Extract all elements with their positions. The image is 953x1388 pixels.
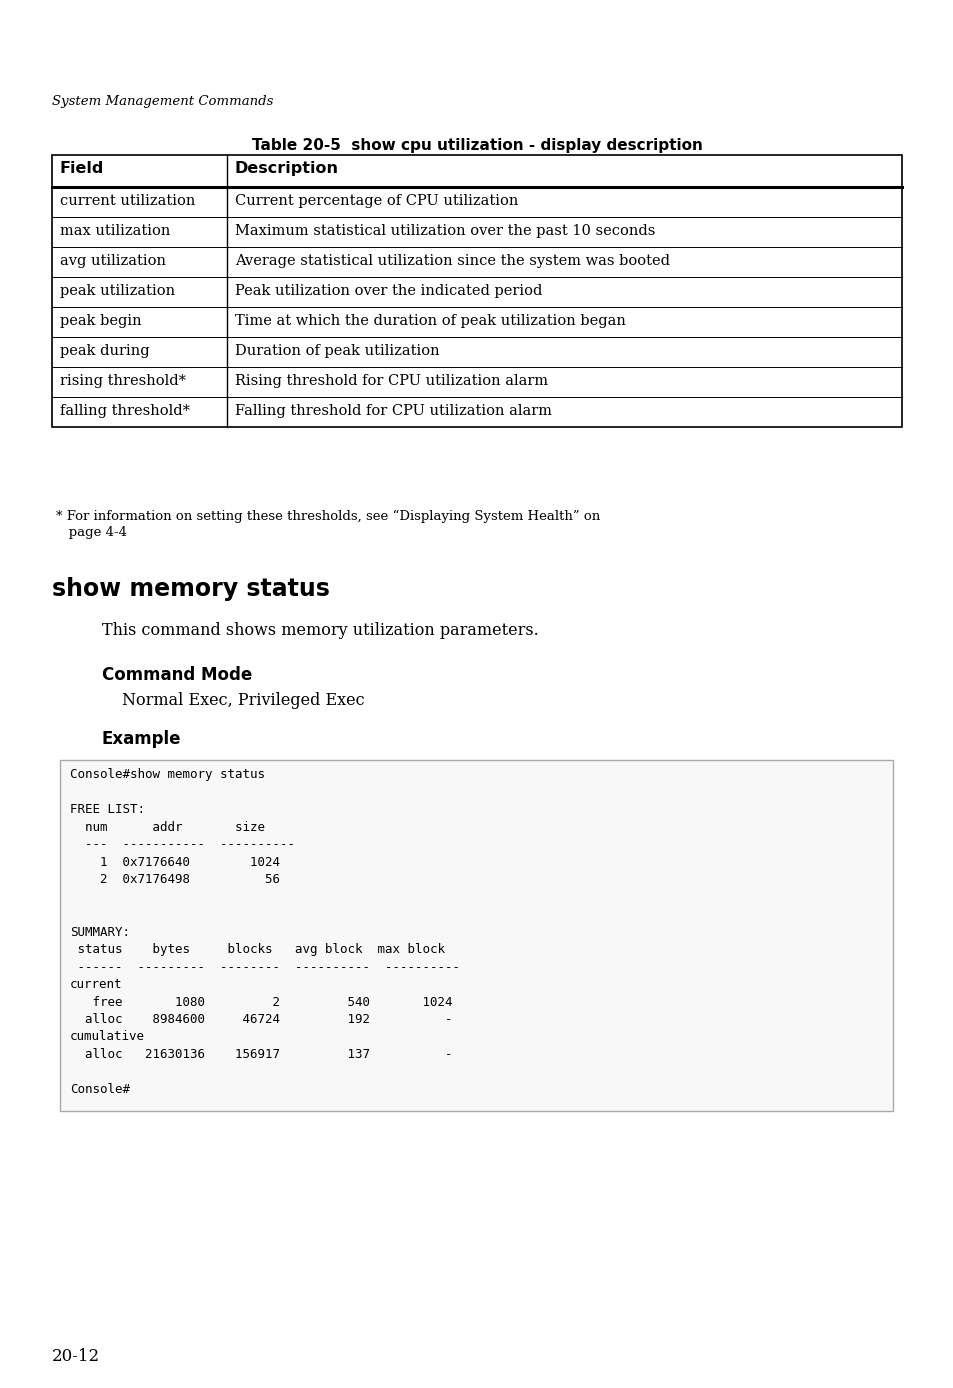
Text: FREE LIST:: FREE LIST: <box>70 804 145 816</box>
Text: Description: Description <box>234 161 338 176</box>
Bar <box>52 155 901 428</box>
Text: Time at which the duration of peak utilization began: Time at which the duration of peak utili… <box>234 314 625 328</box>
Text: Table 20-5  show cpu utilization - display description: Table 20-5 show cpu utilization - displa… <box>252 137 701 153</box>
Text: Command Mode: Command Mode <box>102 666 252 684</box>
Text: 20-12: 20-12 <box>52 1348 100 1364</box>
Text: falling threshold*: falling threshold* <box>60 404 190 418</box>
Text: Console#: Console# <box>70 1083 130 1097</box>
Bar <box>60 761 892 1110</box>
Text: Rising threshold for CPU utilization alarm: Rising threshold for CPU utilization ala… <box>234 373 548 389</box>
Text: num      addr       size: num addr size <box>70 820 265 834</box>
Text: free       1080         2         540       1024: free 1080 2 540 1024 <box>70 995 452 1009</box>
Text: Current percentage of CPU utilization: Current percentage of CPU utilization <box>234 194 517 208</box>
Text: Maximum statistical utilization over the past 10 seconds: Maximum statistical utilization over the… <box>234 223 655 237</box>
Text: peak utilization: peak utilization <box>60 285 175 298</box>
Text: cumulative: cumulative <box>70 1030 145 1044</box>
Text: This command shows memory utilization parameters.: This command shows memory utilization pa… <box>102 622 538 638</box>
Text: show memory status: show memory status <box>52 577 330 601</box>
Text: * For information on setting these thresholds, see “Displaying System Health” on: * For information on setting these thres… <box>56 509 599 523</box>
Text: peak during: peak during <box>60 344 150 358</box>
Text: rising threshold*: rising threshold* <box>60 373 186 389</box>
Text: Example: Example <box>102 730 181 748</box>
Text: System Management Commands: System Management Commands <box>52 94 274 108</box>
Text: SUMMARY:: SUMMARY: <box>70 926 130 938</box>
Text: Duration of peak utilization: Duration of peak utilization <box>234 344 439 358</box>
Text: avg utilization: avg utilization <box>60 254 166 268</box>
Text: Console#show memory status: Console#show memory status <box>70 768 265 781</box>
Text: peak begin: peak begin <box>60 314 141 328</box>
Text: max utilization: max utilization <box>60 223 171 237</box>
Text: ------  ---------  --------  ----------  ----------: ------ --------- -------- ---------- ---… <box>70 960 459 973</box>
Text: Normal Exec, Privileged Exec: Normal Exec, Privileged Exec <box>122 693 364 709</box>
Text: 1  0x7176640        1024: 1 0x7176640 1024 <box>70 855 280 869</box>
Text: current utilization: current utilization <box>60 194 195 208</box>
Text: ---  -----------  ----------: --- ----------- ---------- <box>70 838 294 851</box>
Text: status    bytes     blocks   avg block  max block: status bytes blocks avg block max block <box>70 942 444 956</box>
Text: alloc    8984600     46724         192          -: alloc 8984600 46724 192 - <box>70 1013 452 1026</box>
Text: Average statistical utilization since the system was booted: Average statistical utilization since th… <box>234 254 669 268</box>
Text: 2  0x7176498          56: 2 0x7176498 56 <box>70 873 280 886</box>
Text: Falling threshold for CPU utilization alarm: Falling threshold for CPU utilization al… <box>234 404 552 418</box>
Text: page 4-4: page 4-4 <box>56 526 127 539</box>
Text: Peak utilization over the indicated period: Peak utilization over the indicated peri… <box>234 285 542 298</box>
Text: current: current <box>70 979 122 991</box>
Text: alloc   21630136    156917         137          -: alloc 21630136 156917 137 - <box>70 1048 452 1060</box>
Text: Field: Field <box>60 161 104 176</box>
